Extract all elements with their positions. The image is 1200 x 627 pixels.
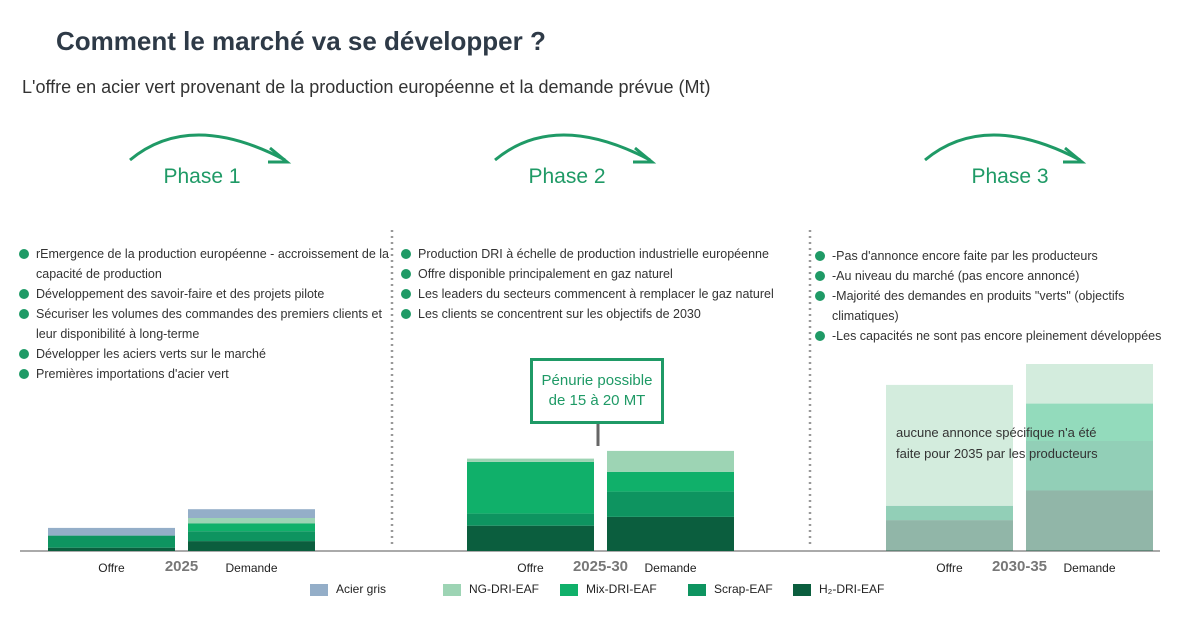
group-label: 2025-30 [573,558,628,575]
phase-label: Phase 2 [528,165,606,188]
bar-segment [607,450,734,472]
bar-segment [467,458,594,462]
bar-segment [886,520,1013,551]
x-tick-label: Demande [225,561,277,575]
legend-label: H₂-DRI-EAF [819,582,884,596]
group-label: 2030-35 [992,558,1047,575]
phase-arrows [129,133,1087,164]
bar-segment [1026,364,1153,404]
x-tick-label: Demande [644,561,696,575]
bullet-list: Production DRI à échelle de production i… [400,244,800,324]
legend-swatch [310,584,328,596]
bar-segment [1026,490,1153,551]
bullet-list: rEmergence de la production européenne -… [18,244,390,384]
bar-segment [467,525,594,551]
x-tick-label: Offre [98,561,125,575]
bullet: rEmergence de la production européenne -… [18,244,390,284]
bullet: Offre disponible principalement en gaz n… [400,264,800,284]
legend-swatch [793,584,811,596]
bar-segment [188,518,315,524]
bullet: Premières importations d'acier vert [18,364,390,384]
title: Comment le marché va se développer ? [56,26,546,56]
bullet: -Pas d'annonce encore faite par les prod… [814,246,1174,266]
bullet-list: -Pas d'annonce encore faite par les prod… [814,246,1174,346]
legend-swatch [688,584,706,596]
bullet: Production DRI à échelle de production i… [400,244,800,264]
x-tick-label: Offre [936,561,963,575]
bullet: -Les capacités ne sont pas encore pleine… [814,326,1174,346]
x-tick-label: Demande [1063,561,1115,575]
x-tick-label: Offre [517,561,544,575]
bar-segment [467,461,594,514]
bullet: -Majorité des demandes en produits "vert… [814,286,1174,326]
bar-segment [48,535,175,548]
legend-label: Acier gris [336,582,386,596]
bullet: Les leaders du secteurs commencent à rem… [400,284,800,304]
legend-label: Mix-DRI-EAF [586,582,657,596]
bar-segment [467,513,594,526]
callout: Pénurie possible de 15 à 20 MT [530,358,664,424]
bullet: Développement des savoir-faire et des pr… [18,284,390,304]
bar-segment [48,527,175,536]
bar-segment [886,384,1013,506]
legend-label: Scrap-EAF [714,582,773,596]
bullet: Développer les aciers verts sur le march… [18,344,390,364]
bar-segment [607,471,734,492]
bar-segment [1026,403,1153,441]
bar-segment [1026,441,1153,491]
phase-label: Phase 1 [163,165,241,188]
bullet: -Au niveau du marché (pas encore annoncé… [814,266,1174,286]
bullet: Les clients se concentrent sur les objec… [400,304,800,324]
legend-swatch [443,584,461,596]
bar-segment [607,491,734,517]
legend-swatch [560,584,578,596]
group-label: 2025 [165,558,198,575]
annotation: aucune annonce spécifique n'a été faite … [896,425,1098,461]
phase-label: Phase 3 [971,165,1049,188]
bar-segment [188,531,315,542]
bullet: Sécuriser les volumes des commandes des … [18,304,390,344]
bar-segment [188,523,315,532]
bar-segment [886,505,1013,521]
bar-segment [188,509,315,518]
legend-label: NG-DRI-EAF [469,582,539,596]
subtitle: L'offre en acier vert provenant de la pr… [22,77,711,97]
bar-segment [48,547,175,551]
bar-segment [188,541,315,551]
bar-segment [607,516,734,551]
